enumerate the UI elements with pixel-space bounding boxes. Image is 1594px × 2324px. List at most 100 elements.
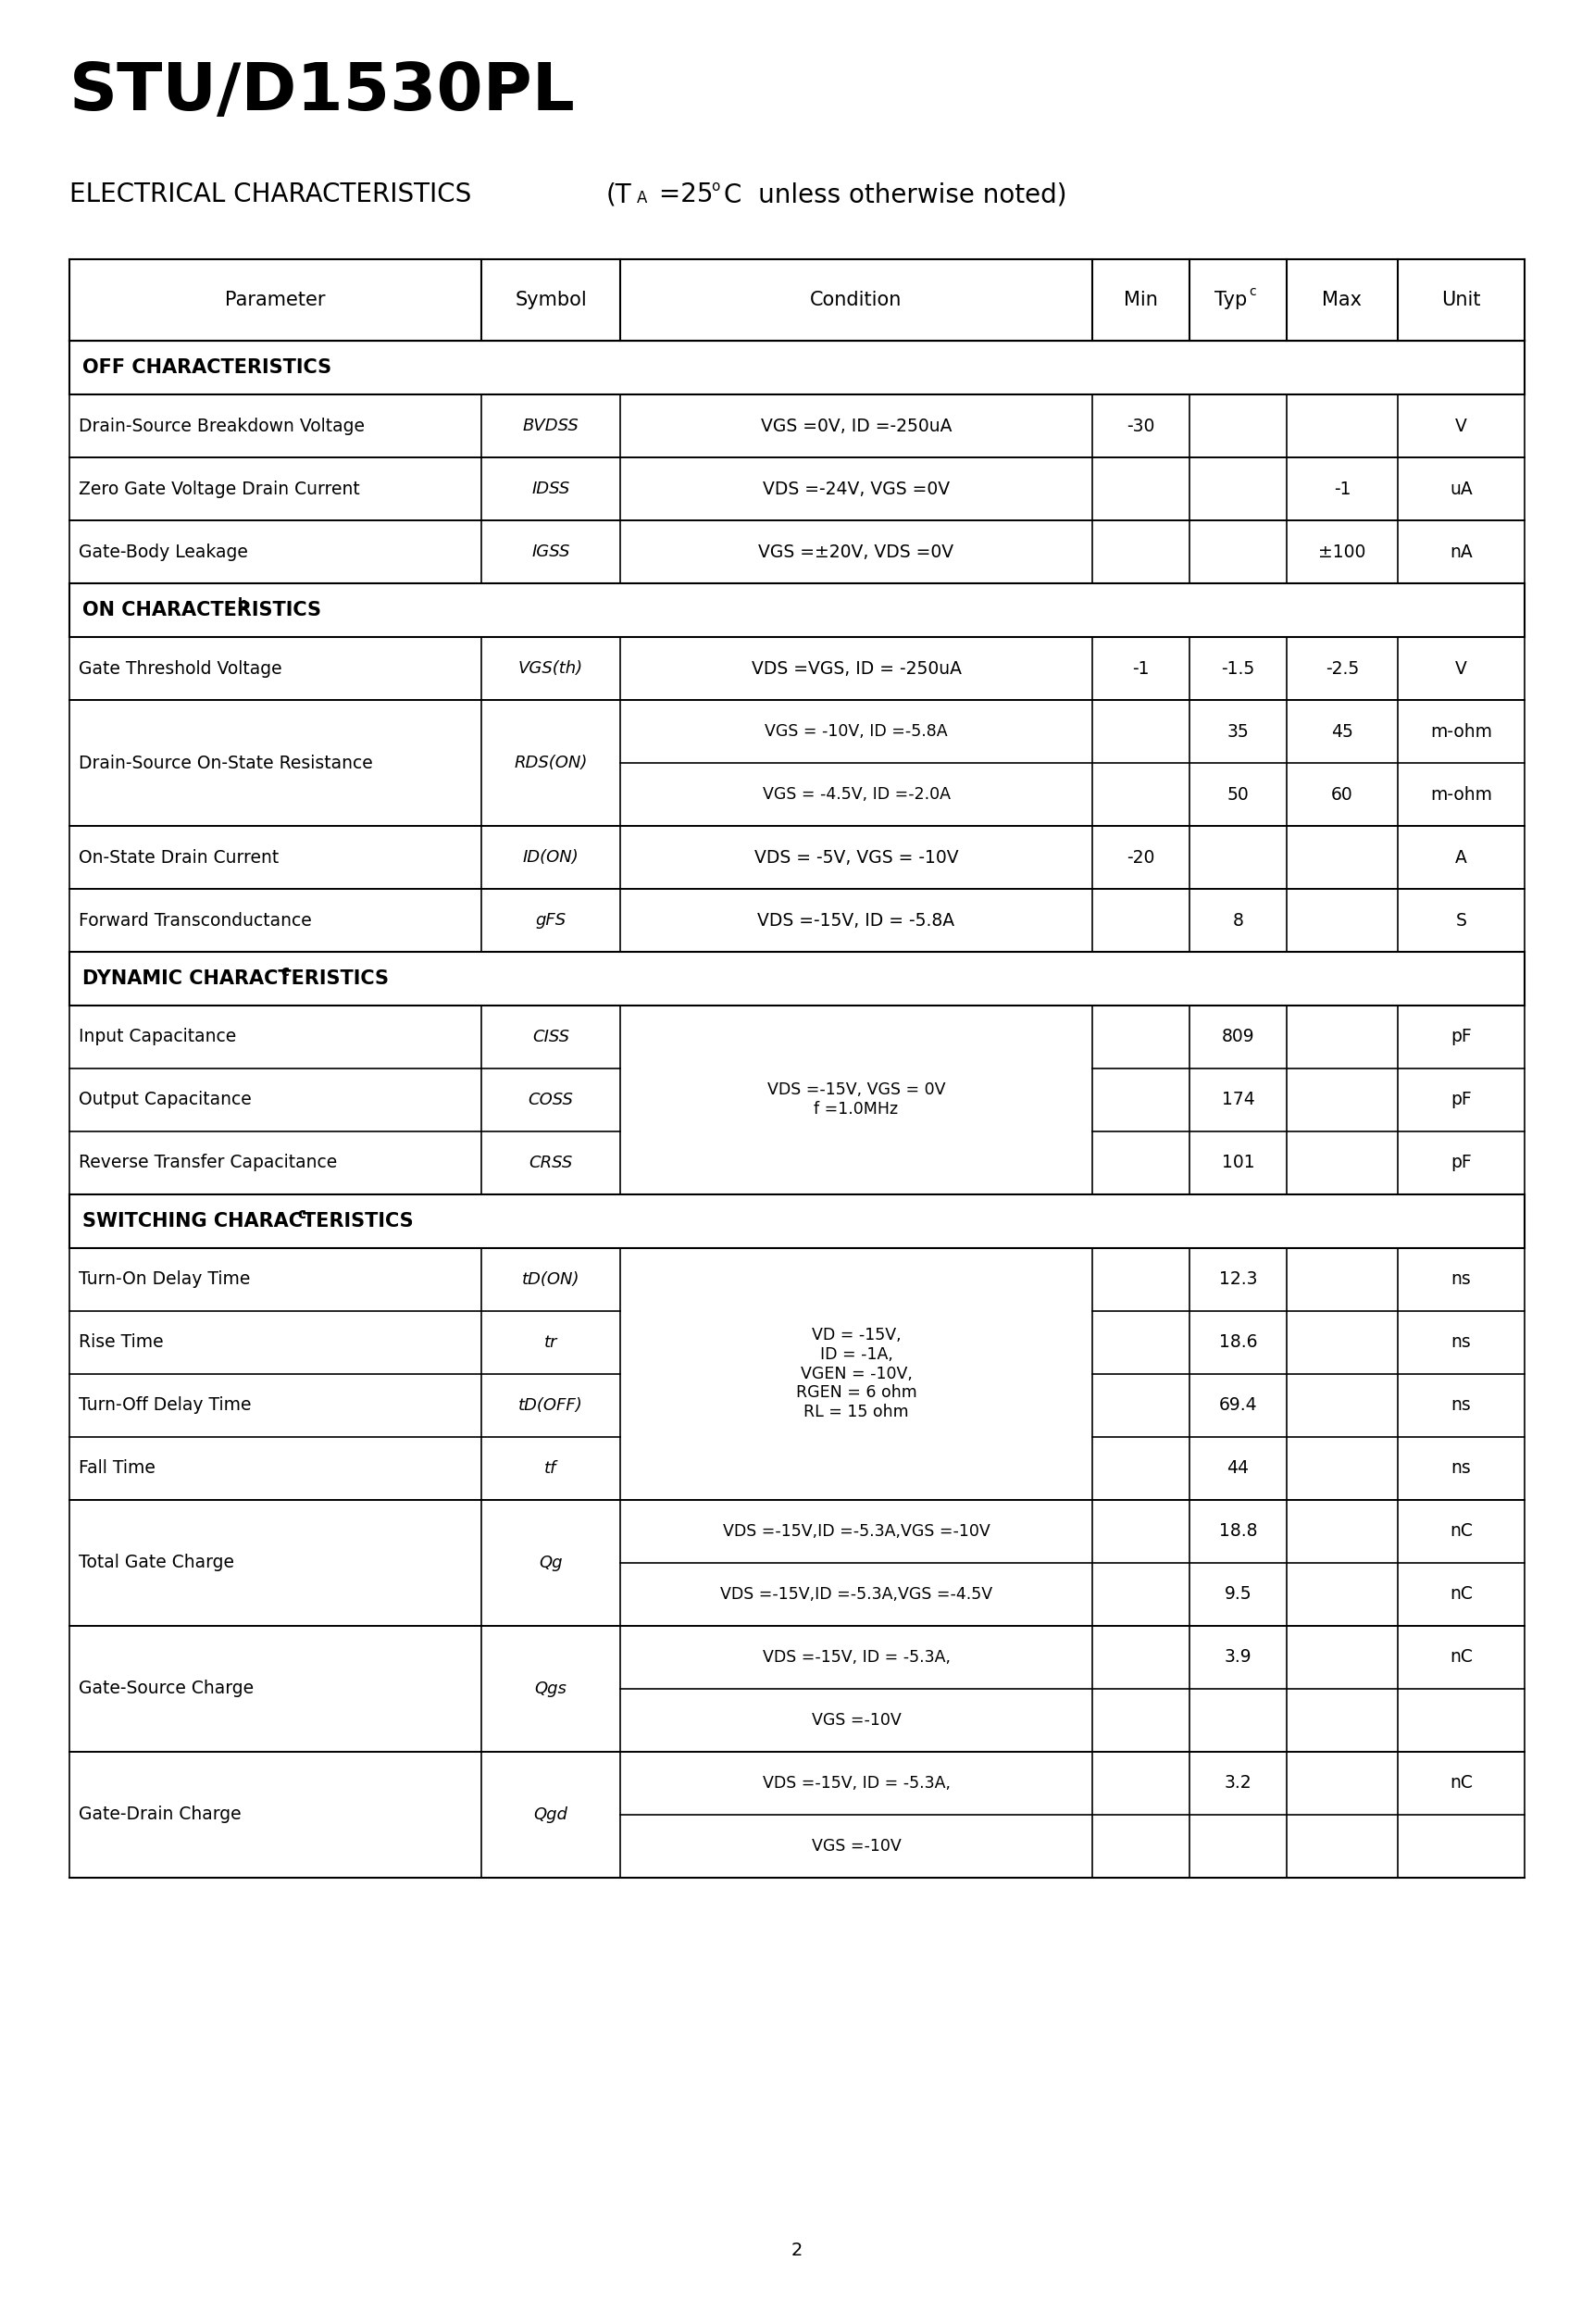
Text: 69.4: 69.4 [1219, 1397, 1258, 1413]
Text: VGS(th): VGS(th) [518, 660, 583, 676]
Text: 174: 174 [1221, 1090, 1254, 1109]
Text: VDS =-15V, VGS = 0V
f =1.0MHz: VDS =-15V, VGS = 0V f =1.0MHz [767, 1081, 945, 1118]
Text: Turn-On Delay Time: Turn-On Delay Time [78, 1271, 250, 1287]
Text: Parameter: Parameter [225, 290, 325, 309]
Text: nC: nC [1449, 1585, 1473, 1604]
Text: VDS =-15V,ID =-5.3A,VGS =-4.5V: VDS =-15V,ID =-5.3A,VGS =-4.5V [720, 1585, 993, 1601]
Text: V: V [1455, 418, 1466, 435]
Text: 101: 101 [1221, 1155, 1254, 1171]
Text: m-ohm: m-ohm [1430, 786, 1492, 804]
Text: 45: 45 [1331, 723, 1353, 741]
Text: IGSS: IGSS [532, 544, 571, 560]
Text: VDS =-15V, ID = -5.8A: VDS =-15V, ID = -5.8A [757, 911, 955, 930]
Text: tD(ON): tD(ON) [521, 1271, 580, 1287]
Text: Qg: Qg [539, 1555, 563, 1571]
Text: VDS =VGS, ID = -250uA: VDS =VGS, ID = -250uA [751, 660, 961, 676]
Text: Turn-Off Delay Time: Turn-Off Delay Time [78, 1397, 252, 1413]
Text: IDSS: IDSS [532, 481, 571, 497]
Text: 3.2: 3.2 [1224, 1773, 1251, 1792]
Text: Gate-Source Charge: Gate-Source Charge [78, 1680, 253, 1697]
Text: gFS: gFS [536, 911, 566, 930]
Text: Reverse Transfer Capacitance: Reverse Transfer Capacitance [78, 1155, 338, 1171]
Text: VD = -15V,
ID = -1A,
VGEN = -10V,
RGEN = 6 ohm
RL = 15 ohm: VD = -15V, ID = -1A, VGEN = -10V, RGEN =… [795, 1327, 917, 1420]
Text: c: c [281, 964, 289, 978]
Text: VGS =0V, ID =-250uA: VGS =0V, ID =-250uA [760, 418, 952, 435]
Text: C  unless otherwise noted): C unless otherwise noted) [724, 181, 1066, 207]
Text: 44: 44 [1227, 1459, 1250, 1476]
Text: VDS = -5V, VGS = -10V: VDS = -5V, VGS = -10V [754, 848, 958, 867]
Text: tD(OFF): tD(OFF) [518, 1397, 583, 1413]
Text: -20: -20 [1127, 848, 1156, 867]
Text: VDS =-24V, VGS =0V: VDS =-24V, VGS =0V [762, 481, 950, 497]
Text: VDS =-15V,ID =-5.3A,VGS =-10V: VDS =-15V,ID =-5.3A,VGS =-10V [722, 1522, 990, 1538]
Text: tf: tf [545, 1459, 556, 1476]
Text: 35: 35 [1227, 723, 1250, 741]
Text: ns: ns [1451, 1271, 1471, 1287]
Text: Zero Gate Voltage Drain Current: Zero Gate Voltage Drain Current [78, 481, 360, 497]
Text: c: c [298, 1208, 306, 1222]
Text: o: o [711, 179, 719, 193]
Text: SWITCHING CHARACTERISTICS: SWITCHING CHARACTERISTICS [83, 1211, 413, 1229]
Text: c: c [1250, 286, 1256, 297]
Text: Gate-Body Leakage: Gate-Body Leakage [78, 544, 249, 560]
Text: ns: ns [1451, 1334, 1471, 1350]
Text: 3.9: 3.9 [1224, 1648, 1251, 1666]
Text: Forward Transconductance: Forward Transconductance [78, 911, 312, 930]
Text: Symbol: Symbol [515, 290, 587, 309]
Text: ELECTRICAL CHARACTERISTICS: ELECTRICAL CHARACTERISTICS [70, 181, 472, 207]
Text: 60: 60 [1331, 786, 1353, 804]
Text: m-ohm: m-ohm [1430, 723, 1492, 741]
Text: -1: -1 [1132, 660, 1149, 676]
Text: -2.5: -2.5 [1326, 660, 1360, 676]
Text: STU/D1530PL: STU/D1530PL [70, 60, 575, 125]
Text: ON CHARACTERISTICS: ON CHARACTERISTICS [83, 602, 322, 621]
Text: ±100: ±100 [1318, 544, 1366, 560]
Text: COSS: COSS [528, 1092, 574, 1109]
Text: Gate Threshold Voltage: Gate Threshold Voltage [78, 660, 282, 676]
Text: (T: (T [606, 181, 631, 207]
Text: Fall Time: Fall Time [78, 1459, 155, 1476]
Text: Drain-Source Breakdown Voltage: Drain-Source Breakdown Voltage [78, 418, 365, 435]
Text: 809: 809 [1221, 1027, 1254, 1046]
Text: nC: nC [1449, 1773, 1473, 1792]
Text: Qgs: Qgs [534, 1680, 567, 1697]
Text: VDS =-15V, ID = -5.3A,: VDS =-15V, ID = -5.3A, [762, 1776, 950, 1792]
Text: Min: Min [1124, 290, 1157, 309]
Text: -30: -30 [1127, 418, 1156, 435]
Text: pF: pF [1451, 1155, 1471, 1171]
Text: RDS(ON): RDS(ON) [513, 755, 588, 772]
Text: 50: 50 [1227, 786, 1250, 804]
Text: A: A [638, 191, 647, 207]
Text: 18.8: 18.8 [1219, 1522, 1258, 1541]
Text: nA: nA [1449, 544, 1473, 560]
Text: uA: uA [1449, 481, 1473, 497]
Text: pF: pF [1451, 1090, 1471, 1109]
Text: 9.5: 9.5 [1224, 1585, 1251, 1604]
Text: VGS = -4.5V, ID =-2.0A: VGS = -4.5V, ID =-2.0A [762, 786, 950, 802]
Text: Rise Time: Rise Time [78, 1334, 164, 1350]
Text: ns: ns [1451, 1397, 1471, 1413]
Text: CISS: CISS [532, 1030, 569, 1046]
Text: 12.3: 12.3 [1219, 1271, 1258, 1287]
Text: ID(ON): ID(ON) [523, 848, 579, 867]
Text: Total Gate Charge: Total Gate Charge [78, 1555, 234, 1571]
Text: VGS =±20V, VDS =0V: VGS =±20V, VDS =0V [759, 544, 953, 560]
Text: Input Capacitance: Input Capacitance [78, 1027, 236, 1046]
Text: Unit: Unit [1441, 290, 1481, 309]
Text: =25: =25 [650, 181, 713, 207]
Text: tr: tr [544, 1334, 558, 1350]
Text: ns: ns [1451, 1459, 1471, 1476]
Text: nC: nC [1449, 1648, 1473, 1666]
Text: -1: -1 [1334, 481, 1350, 497]
Text: Max: Max [1323, 290, 1363, 309]
Text: Output Capacitance: Output Capacitance [78, 1090, 252, 1109]
Text: Gate-Drain Charge: Gate-Drain Charge [78, 1806, 241, 1824]
Text: DYNAMIC CHARACTERISTICS: DYNAMIC CHARACTERISTICS [83, 969, 389, 988]
Text: Typ: Typ [1215, 290, 1247, 309]
Text: VGS =-10V: VGS =-10V [811, 1710, 901, 1729]
Text: S: S [1455, 911, 1466, 930]
Text: OFF CHARACTERISTICS: OFF CHARACTERISTICS [83, 358, 332, 376]
Text: 18.6: 18.6 [1219, 1334, 1258, 1350]
Text: Condition: Condition [810, 290, 902, 309]
Text: nC: nC [1449, 1522, 1473, 1541]
